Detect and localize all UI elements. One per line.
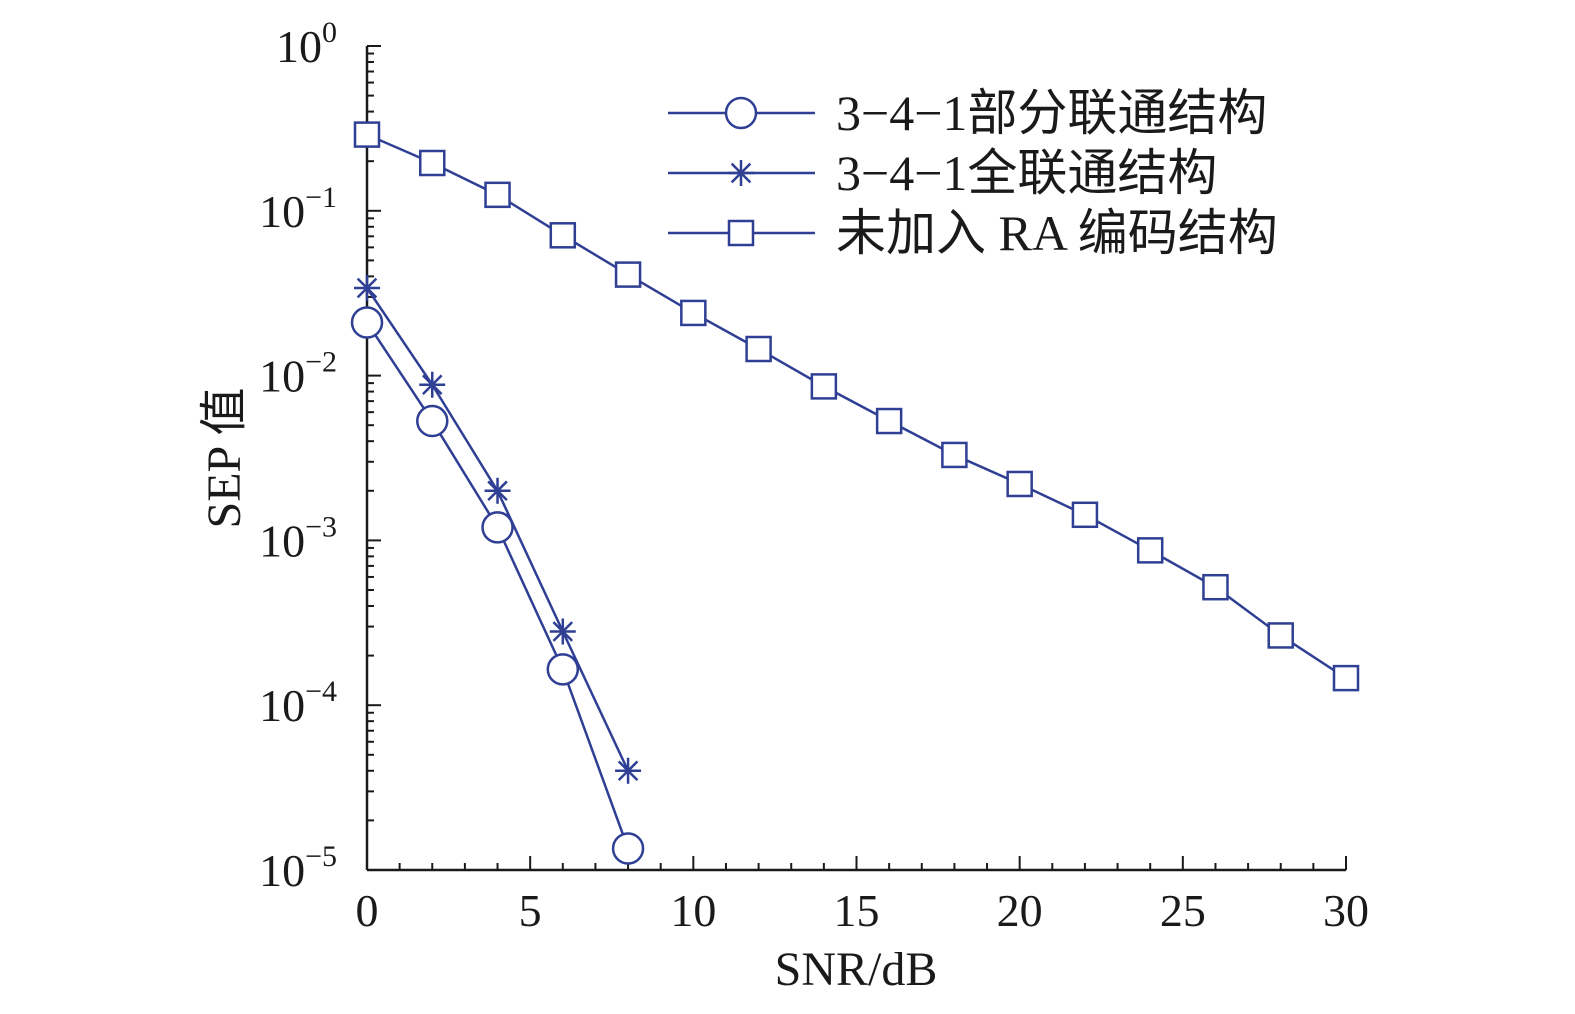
series-1-point-2 (484, 477, 511, 504)
series-2-line (366, 133, 1347, 680)
x-tick-label-25: 25 (1160, 885, 1206, 936)
series-1-point-4 (615, 757, 642, 784)
y-tick-label-4: 10−4 (259, 675, 337, 731)
ticks: 0 5 10 15 20 25 30 100 10−1 10−2 10−3 10−4 10−5 (259, 16, 1369, 936)
series-2-point-13 (1202, 573, 1229, 601)
x-tick-label-15: 15 (834, 885, 880, 936)
series-1 (354, 275, 642, 784)
legend-marker-1 (728, 160, 754, 186)
legend-label-2: 未加入 RA 编码结构 (836, 205, 1278, 261)
series-2-point-3 (549, 222, 577, 249)
y-tick-label-0: 100 (276, 16, 337, 72)
legend-marker-0 (724, 96, 758, 130)
series-1-point-2-stroke (487, 480, 508, 502)
series (350, 121, 1360, 865)
x-tick-label-0: 0 (356, 885, 379, 936)
y-tick-label-3: 10−3 (259, 510, 337, 566)
x-tick-label-30: 30 (1323, 885, 1369, 936)
y-axis-label: SEP 值 (198, 388, 251, 529)
series-1-point-1 (419, 371, 446, 398)
series-2-point-6 (745, 335, 772, 363)
series-2-point-15 (1332, 664, 1360, 692)
series-0-point-0 (350, 306, 384, 339)
series-2-point-1 (419, 149, 446, 177)
x-axis-label: SNR/dB (775, 943, 938, 996)
series-0-line (365, 321, 630, 849)
series-2-point-14 (1267, 622, 1294, 649)
series-2-point-9 (941, 441, 968, 469)
y-tick-label-1: 10−1 (259, 181, 337, 237)
series-2-point-5 (680, 299, 707, 327)
series-0-point-1 (416, 404, 449, 438)
series-0 (350, 306, 645, 865)
x-tick-label-20: 20 (997, 885, 1043, 936)
series-0-point-4 (611, 832, 645, 865)
legend-entry-2: 未加入 RA 编码结构 (668, 205, 1278, 261)
series-2-point-8 (875, 407, 903, 435)
y-tick-label-2: 10−2 (259, 346, 337, 402)
y-tick-label-5: 10−5 (259, 840, 337, 896)
legend-label-0: 3−4−1部分联通结构 (836, 85, 1267, 141)
series-2-point-7 (810, 373, 838, 400)
legend-marker-1-stroke (730, 162, 752, 184)
series-2-point-0 (353, 121, 381, 148)
series-1-point-4-stroke (617, 760, 639, 782)
x-tick-label-10: 10 (670, 885, 716, 936)
legend-entry-1: 3−4−1全联通结构 (668, 145, 1217, 201)
series-1-point-1-stroke (422, 374, 443, 395)
legend-entry-0: 3−4−1部分联通结构 (668, 85, 1267, 141)
series-2-point-12 (1136, 537, 1164, 564)
series-2-point-4 (614, 261, 642, 288)
series-2-point-2 (484, 181, 511, 209)
x-tick-label-5: 5 (519, 885, 542, 936)
series-1-point-3-stroke (552, 621, 574, 642)
legend-label-1: 3−4−1全联通结构 (836, 145, 1217, 201)
series-2 (353, 121, 1360, 692)
series-1-point-0-stroke (356, 277, 378, 299)
series-1-point-3 (549, 618, 576, 645)
series-0-point-2 (481, 511, 514, 544)
series-0-point-3 (546, 653, 580, 686)
series-2-point-11 (1071, 501, 1099, 529)
series-2-point-10 (1006, 470, 1033, 498)
legend-marker-2 (727, 219, 755, 247)
series-1-point-0 (354, 275, 380, 302)
